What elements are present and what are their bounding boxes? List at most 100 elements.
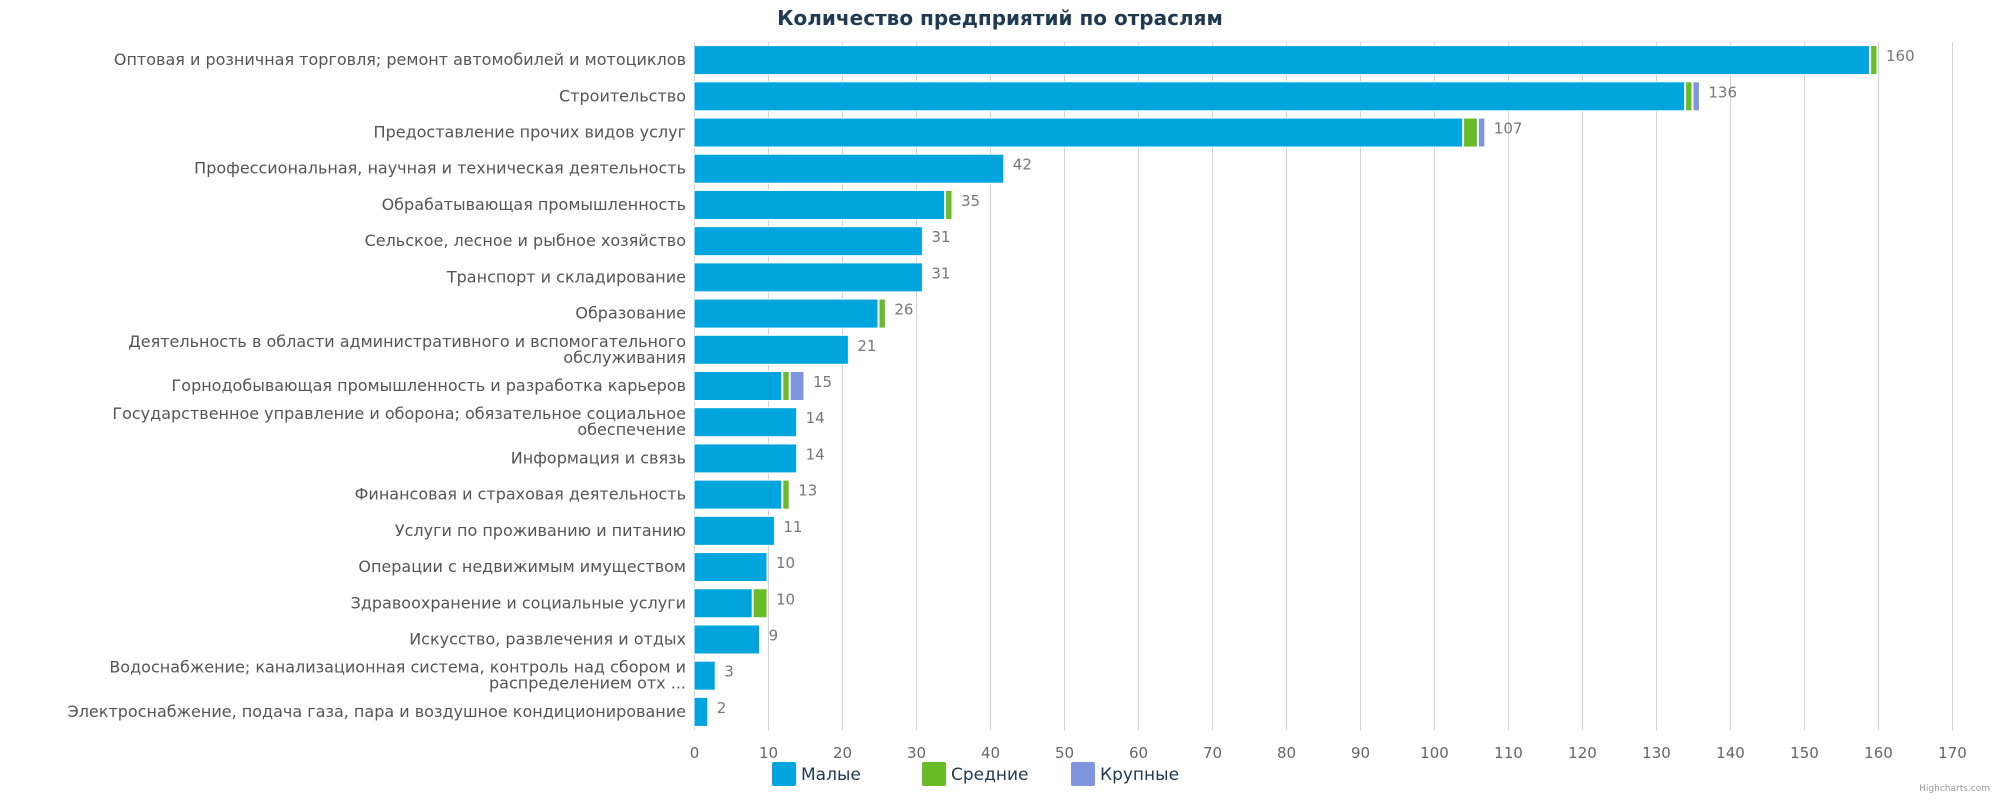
bar-segment[interactable] bbox=[693, 371, 783, 401]
x-tick-label: 100 bbox=[1420, 744, 1449, 762]
data-label: 9 bbox=[769, 626, 779, 644]
data-label: 136 bbox=[1708, 83, 1737, 101]
bar-segment[interactable] bbox=[693, 153, 1005, 184]
x-tick-label: 30 bbox=[907, 744, 926, 762]
credits[interactable]: Highcharts.com bbox=[1919, 784, 1990, 794]
category-label: Деятельность в области административного… bbox=[128, 332, 686, 367]
bar-segment[interactable] bbox=[693, 262, 923, 293]
legend-swatch bbox=[1071, 762, 1095, 786]
category-label: Строительство bbox=[559, 86, 686, 105]
x-tick-label: 40 bbox=[981, 744, 1000, 762]
bar-segment[interactable] bbox=[693, 81, 1686, 112]
data-label: 14 bbox=[806, 409, 825, 427]
category-label: Горнодобывающая промышленность и разрабо… bbox=[172, 376, 686, 395]
data-label: 42 bbox=[1013, 156, 1032, 174]
category-label: Обрабатывающая промышленность bbox=[382, 195, 686, 214]
legend-item-1[interactable]: Малые bbox=[772, 762, 861, 786]
data-label: 14 bbox=[806, 445, 825, 463]
bar-segment[interactable] bbox=[693, 298, 879, 329]
legend-label: Средние bbox=[951, 765, 1029, 785]
bar-segment[interactable] bbox=[1685, 81, 1693, 112]
data-label: 31 bbox=[931, 228, 950, 246]
bar-segment[interactable] bbox=[878, 298, 886, 329]
legend-swatch bbox=[772, 762, 796, 786]
data-label: 31 bbox=[931, 264, 950, 282]
x-tick-label: 130 bbox=[1642, 744, 1671, 762]
bar-segment[interactable] bbox=[693, 117, 1464, 148]
bar-segment[interactable] bbox=[782, 371, 790, 401]
category-label: Электроснабжение, подача газа, пара и во… bbox=[68, 702, 686, 721]
category-label: Государственное управление и оборона; об… bbox=[112, 404, 686, 439]
bar-segment[interactable] bbox=[693, 696, 709, 727]
gridlines bbox=[694, 42, 1953, 730]
x-tick-label: 120 bbox=[1568, 744, 1597, 762]
x-tick-label: 70 bbox=[1203, 744, 1222, 762]
category-label: Финансовая и страховая деятельность bbox=[355, 485, 686, 504]
category-label: Здравоохранение и социальные услуги bbox=[351, 593, 686, 612]
category-label: Профессиональная, научная и техническая … bbox=[194, 159, 686, 178]
x-tick-label: 50 bbox=[1055, 744, 1074, 762]
bar-segment[interactable] bbox=[1463, 117, 1478, 148]
category-label: Предоставление прочих видов услуг bbox=[374, 123, 686, 142]
data-label: 13 bbox=[798, 482, 817, 500]
bar-segment[interactable] bbox=[693, 189, 946, 220]
category-label: Искусство, развлечения и отдых bbox=[409, 629, 686, 648]
chart-title: Количество предприятий по отраслям bbox=[777, 6, 1223, 30]
category-label: Оптовая и розничная торговля; ремонт авт… bbox=[114, 50, 686, 69]
bar-segment[interactable] bbox=[693, 588, 753, 619]
bar-segment[interactable] bbox=[693, 407, 798, 438]
category-label: Услуги по проживанию и питанию bbox=[395, 521, 686, 540]
bar-segment[interactable] bbox=[1870, 45, 1878, 76]
x-tick-label: 110 bbox=[1494, 744, 1523, 762]
x-tick-label: 60 bbox=[1129, 744, 1148, 762]
bar-segment[interactable] bbox=[693, 660, 716, 691]
bar-segment[interactable] bbox=[782, 479, 790, 510]
data-label: 10 bbox=[776, 590, 795, 608]
bar-segment[interactable] bbox=[693, 552, 768, 583]
data-label: 107 bbox=[1494, 120, 1523, 138]
data-label: 10 bbox=[776, 554, 795, 572]
x-tick-label: 90 bbox=[1351, 744, 1370, 762]
data-label: 3 bbox=[724, 663, 734, 681]
data-label: 21 bbox=[857, 337, 876, 355]
data-label: 160 bbox=[1886, 47, 1915, 65]
category-label: Образование bbox=[575, 304, 686, 323]
bar-segment[interactable] bbox=[693, 334, 849, 365]
legend-item-2[interactable]: Средние bbox=[922, 762, 1029, 786]
bar-segment[interactable] bbox=[693, 479, 783, 510]
legend-label: Малые bbox=[801, 765, 861, 785]
bar-segment[interactable] bbox=[752, 588, 768, 619]
bar-segment[interactable] bbox=[945, 189, 953, 220]
category-label: Транспорт и складирование bbox=[446, 267, 686, 286]
bar-segment[interactable] bbox=[693, 226, 923, 257]
category-label: Водоснабжение; канализационная система, … bbox=[109, 658, 686, 693]
legend-label: Крупные bbox=[1100, 765, 1179, 785]
bar-segment[interactable] bbox=[1692, 81, 1700, 112]
bar-segment[interactable] bbox=[789, 371, 805, 401]
bar-segment[interactable] bbox=[693, 624, 761, 655]
category-labels: Оптовая и розничная торговля; ремонт авт… bbox=[68, 50, 686, 721]
bar-segment[interactable] bbox=[693, 443, 798, 474]
x-tick-label: 80 bbox=[1277, 744, 1296, 762]
data-label: 26 bbox=[894, 301, 913, 319]
bar-segment[interactable] bbox=[693, 515, 775, 546]
x-tick-label: 150 bbox=[1790, 744, 1819, 762]
data-labels: 160 136 107 42 35 31 31 26 21 15 14 14 13 11 10 10 9 3 2 bbox=[717, 47, 1915, 717]
bar-segment[interactable] bbox=[693, 45, 1871, 76]
legend: Малые Средние Крупные bbox=[772, 762, 1179, 786]
x-axis-ticks: 0 10 20 30 40 50 60 70 80 90 100 110 120 130 140 150 160… bbox=[690, 744, 1967, 762]
x-tick-label: 160 bbox=[1864, 744, 1893, 762]
bars bbox=[693, 45, 1878, 727]
data-label: 2 bbox=[717, 699, 727, 717]
x-tick-label: 170 bbox=[1938, 744, 1967, 762]
x-tick-label: 20 bbox=[833, 744, 852, 762]
category-label: Операции с недвижимым имуществом bbox=[358, 557, 686, 576]
data-label: 35 bbox=[961, 192, 980, 210]
data-label: 15 bbox=[813, 373, 832, 391]
bar-segment[interactable] bbox=[1477, 117, 1486, 148]
legend-item-3[interactable]: Крупные bbox=[1071, 762, 1179, 786]
data-label: 11 bbox=[783, 518, 802, 536]
category-label: Сельское, лесное и рыбное хозяйство bbox=[365, 231, 686, 250]
category-label: Информация и связь bbox=[511, 448, 686, 467]
